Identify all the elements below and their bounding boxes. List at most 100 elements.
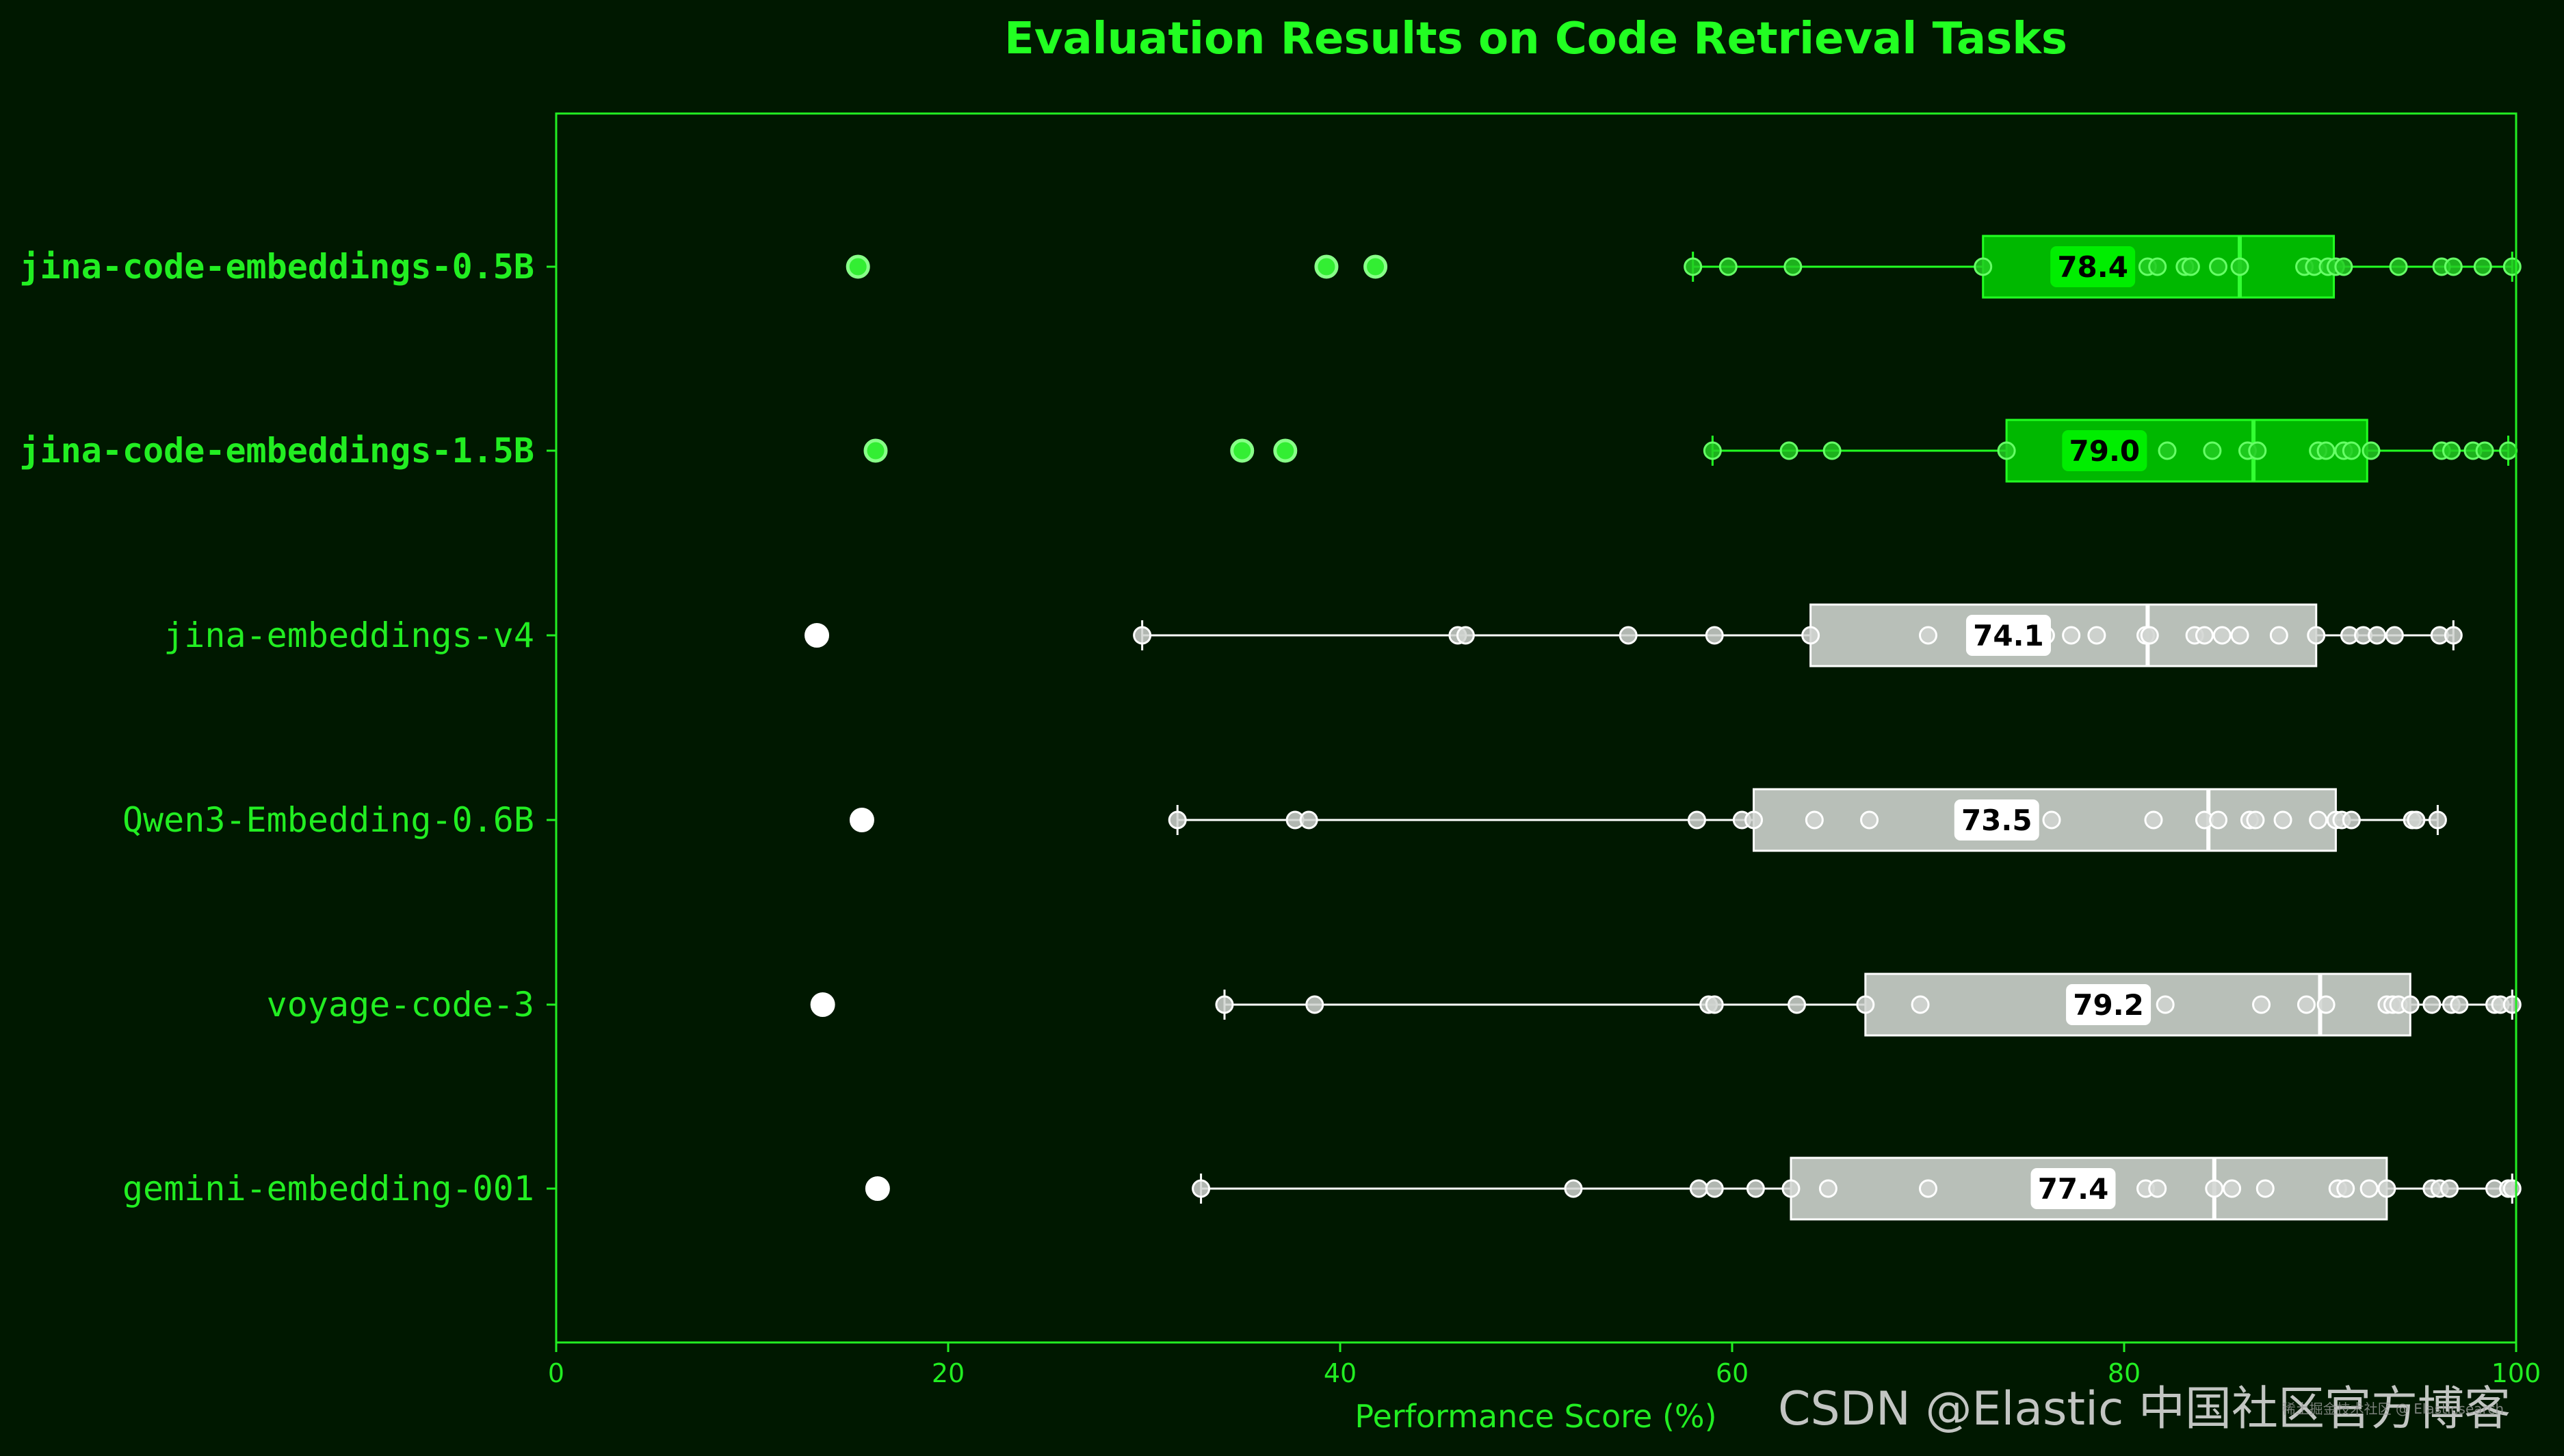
data-point (2377, 1179, 2396, 1198)
watermark-small-text: 稀土掘金技术社区 @ Elasticsearch (2282, 1401, 2504, 1417)
mean-label-background (1954, 799, 2039, 840)
y-axis: jina-code-embeddings-0.5B jina-code-embed… (19, 247, 556, 1208)
data-point (1781, 1179, 1801, 1198)
data-point (1705, 995, 1724, 1014)
data-point (1619, 626, 1638, 645)
mean-label: 79.2 (2073, 988, 2144, 1022)
outlier-point (863, 438, 888, 463)
box-series-jina-code-embeddings-0.5B: 78.4 (846, 235, 2522, 299)
data-point (2316, 995, 2336, 1014)
mean-label-background (2066, 984, 2151, 1025)
y-tick-label: jina-code-embeddings-0.5B (19, 247, 534, 287)
data-point (1703, 441, 1722, 460)
data-point (2246, 810, 2265, 830)
outlier-point (810, 992, 835, 1017)
x-axis: 0 20 40 60 80 100 (548, 1342, 2541, 1388)
data-point (2389, 257, 2408, 276)
data-point (2297, 995, 2316, 1014)
data-point (2342, 810, 2361, 830)
y-tick-label: gemini-embedding-001 (122, 1169, 534, 1208)
data-point (2502, 1179, 2522, 1198)
outlier-point (1273, 438, 1298, 463)
data-point (2407, 810, 2426, 830)
data-point (2230, 257, 2249, 276)
mean-label: 78.4 (2057, 250, 2128, 284)
data-point (2422, 995, 2442, 1014)
data-point (1215, 995, 1234, 1014)
data-point (1718, 257, 1738, 276)
x-tick-label: 100 (2491, 1358, 2541, 1388)
data-point (1860, 810, 1879, 830)
data-point (1687, 810, 1706, 830)
data-point (1919, 1179, 1937, 1198)
data-point (2385, 626, 2404, 645)
x-tick-label: 40 (1324, 1358, 1357, 1388)
data-point (1705, 626, 1724, 645)
data-point (1456, 626, 1475, 645)
data-point (2499, 441, 2518, 460)
data-point (2140, 626, 2159, 645)
data-point (2195, 626, 2214, 645)
data-point (2316, 441, 2336, 460)
y-tick-label: jina-embeddings-v4 (163, 616, 534, 655)
data-point (2309, 810, 2328, 830)
x-axis-label: Performance Score (%) (1355, 1398, 1716, 1435)
mean-label: 77.4 (2038, 1172, 2109, 1206)
data-point (2440, 1179, 2459, 1198)
data-point (1689, 1179, 1708, 1198)
plot-frame (555, 112, 2517, 1344)
data-point (1779, 441, 1798, 460)
data-point (2273, 810, 2292, 830)
data-point (1818, 1179, 1837, 1198)
outlier-point (1314, 254, 1339, 279)
data-point (1168, 810, 1187, 830)
mean-label: 74.1 (1973, 619, 2044, 652)
data-point (2444, 257, 2463, 276)
data-point (2502, 995, 2522, 1014)
data-point (1974, 257, 1993, 276)
box-series-jina-embeddings-v4: 74.1 (804, 603, 2463, 667)
data-point (2042, 810, 2061, 830)
box-series-Qwen3-Embedding-0.6B: 73.5 (849, 788, 2447, 852)
data-point (2368, 626, 2387, 645)
outlier-point (1363, 254, 1388, 279)
data-point (2336, 1179, 2355, 1198)
plot-area: 78.4 79.0 74.1 73.5 79.2 77.4 (804, 235, 2522, 1221)
data-point (1805, 810, 1824, 830)
outlier-point (1230, 438, 1255, 463)
mean-label-background (2030, 1168, 2116, 1209)
outlier-point (804, 623, 830, 648)
data-point (2442, 441, 2461, 460)
data-point (1684, 257, 1703, 276)
data-point (2144, 810, 2163, 830)
outlier-point (865, 1176, 890, 1201)
data-point (2148, 257, 2167, 276)
data-point (1133, 626, 1152, 645)
data-point (2205, 1179, 2224, 1198)
x-tick-label: 80 (2108, 1358, 2141, 1388)
data-point (2269, 626, 2288, 645)
outlier-point (849, 808, 874, 832)
y-tick-label: voyage-code-3 (267, 985, 534, 1024)
data-point (2342, 441, 2361, 460)
data-point (2223, 1179, 2242, 1198)
data-point (1299, 810, 1318, 830)
data-point (2255, 1179, 2275, 1198)
outlier-point (846, 254, 870, 279)
data-point (2209, 810, 2228, 830)
data-point (2209, 257, 2228, 276)
mean-label-background (2062, 430, 2147, 471)
data-point (2401, 995, 2420, 1014)
data-point (2203, 441, 2222, 460)
data-point (1564, 1179, 1583, 1198)
data-point (1305, 995, 1324, 1014)
data-point (1783, 257, 1803, 276)
data-point (1192, 1179, 1211, 1198)
box-series-voyage-code-3: 79.2 (810, 972, 2522, 1037)
data-point (2502, 257, 2522, 276)
data-point (2230, 626, 2249, 645)
box-series-jina-code-embeddings-1.5B: 79.0 (863, 419, 2518, 483)
data-point (2156, 995, 2175, 1014)
